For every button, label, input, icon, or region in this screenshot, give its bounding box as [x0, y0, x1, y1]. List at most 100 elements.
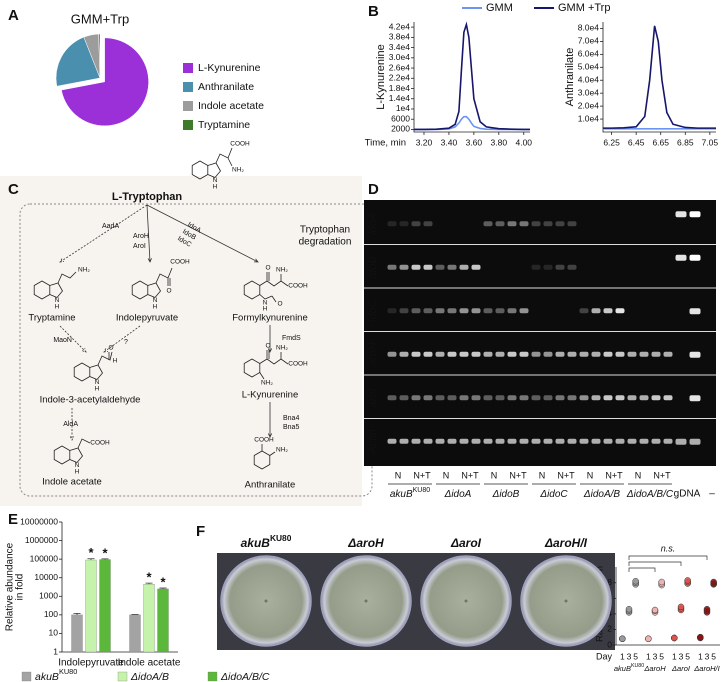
atom-label: COOH — [230, 141, 250, 148]
significance: * — [146, 570, 152, 585]
atom-label: NH₂ — [232, 167, 244, 174]
structure-ring — [53, 445, 83, 465]
gel-band — [519, 308, 529, 314]
y-tick-label: 100 — [44, 609, 58, 619]
x-tick-label: 3 — [627, 651, 632, 661]
gel-band — [615, 351, 625, 357]
reaction-arrow — [267, 402, 273, 438]
gene-label: idoA — [367, 213, 379, 235]
legend-label-superscript: KU80 — [59, 667, 77, 676]
gel-band — [399, 221, 409, 227]
gel-band — [603, 438, 613, 444]
axis — [413, 22, 530, 133]
gel-band — [411, 264, 421, 270]
structure-chain — [259, 350, 289, 380]
strain-label: akuBKU80 — [390, 487, 430, 499]
data-point — [684, 577, 691, 584]
x-tick-label: 6.25 — [603, 137, 620, 147]
plate-label-superscript: KU80 — [270, 533, 292, 543]
group-label-base: ΔaroH — [643, 664, 666, 673]
gel-band — [423, 351, 433, 357]
gel-band — [411, 221, 421, 227]
atom-label: N — [263, 300, 268, 307]
gel-band — [639, 395, 649, 401]
gel-band — [519, 351, 529, 357]
legend-label: akuBKU80 — [35, 667, 77, 682]
atom-label: H — [55, 304, 60, 311]
gel-band — [615, 438, 625, 444]
gel-band — [567, 351, 577, 357]
condition-label: N — [443, 470, 450, 480]
plate-label-base: ΔaroH — [347, 536, 384, 550]
enzyme-label: Bna4 — [283, 415, 299, 422]
enzyme-label: ? — [124, 339, 128, 346]
bar — [157, 588, 169, 653]
atom-label: N — [153, 297, 158, 304]
control-label: gDNA — [674, 489, 701, 500]
axis — [602, 22, 716, 133]
compound-name: Indole-3-acetylaldehyde — [40, 395, 141, 406]
x-tick-label: 1 — [646, 651, 651, 661]
strain-label-base: ΔidoA/B/C — [626, 489, 674, 500]
gel-band — [579, 351, 589, 357]
gel-band — [507, 308, 517, 314]
gel-band — [483, 438, 493, 444]
axis — [615, 567, 720, 646]
y-tick-label: 3.0e4 — [578, 87, 600, 97]
strain-label-superscript: KU80 — [413, 487, 431, 494]
legend-swatch — [183, 101, 193, 111]
y-axis-label: Anthranilate — [564, 48, 576, 107]
reaction-arrow — [59, 325, 87, 353]
legend-label: GMM — [486, 2, 513, 14]
gel-band — [471, 438, 481, 444]
data-point — [651, 606, 659, 614]
significance: * — [102, 545, 108, 560]
gel-band — [615, 395, 625, 401]
atom-label: NH₂ — [276, 447, 288, 454]
gel-band — [399, 395, 409, 401]
gel-band — [591, 438, 601, 444]
gel-band — [507, 221, 517, 227]
strain-label-base: ΔidoA — [444, 489, 472, 500]
atom-label: H — [153, 304, 158, 311]
y-tick-label: 10000 — [34, 572, 58, 582]
gel-image — [364, 200, 716, 466]
plate-label: ΔaroI — [450, 536, 482, 550]
strain-label: ΔidoA/B/C — [626, 489, 674, 500]
comparison-bracket — [628, 555, 708, 560]
error-bar — [159, 587, 167, 589]
gel-band — [689, 351, 701, 358]
atom-label: O — [265, 265, 270, 272]
atom-label: N — [95, 379, 100, 386]
gel-band — [447, 264, 457, 270]
legend-label-base: akuB — [35, 671, 59, 682]
y-tick-label: 1 — [53, 646, 58, 656]
gel-band — [507, 351, 517, 357]
atom-label: NH₂ — [276, 267, 288, 274]
y-tick-label: 3.8e4 — [389, 32, 411, 42]
gel-band — [567, 221, 577, 227]
enzyme-label: AroI — [133, 243, 146, 250]
gel-band — [471, 264, 481, 270]
gel-band — [689, 438, 701, 445]
condition-label: N — [491, 470, 498, 480]
gel-band — [651, 438, 661, 444]
atom-label: H — [95, 386, 100, 393]
x-tick-label: 3 — [653, 651, 658, 661]
gel-band — [423, 308, 433, 314]
plate-label-base: akuB — [241, 536, 271, 550]
y-tick-label: 5.0e4 — [578, 62, 600, 72]
gel-band — [483, 308, 493, 314]
gel-band — [519, 221, 529, 227]
enzyme-label: MaoN — [53, 337, 72, 344]
strain-label-base: ΔidoA/B — [583, 489, 621, 500]
legend-swatch — [183, 82, 193, 92]
inoculation-point — [364, 599, 368, 603]
gel-band — [543, 395, 553, 401]
legend-label: L-Kynurenine — [198, 62, 261, 74]
y-axis-label: L-Kynurenine — [375, 44, 387, 109]
panel-label: E — [8, 511, 18, 528]
gel-band — [663, 351, 673, 357]
x-tick-label: 7.05 — [702, 137, 719, 147]
